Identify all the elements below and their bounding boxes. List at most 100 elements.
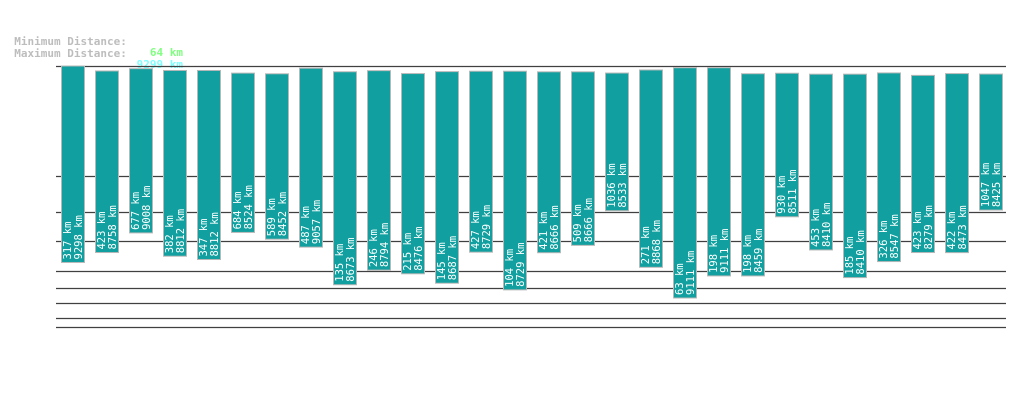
bar: [537, 71, 561, 254]
bar-group: 421 km 8666 km: [537, 71, 561, 254]
max-label: 8410 km: [821, 203, 833, 247]
bar-group: 135 km 8673 km: [333, 71, 357, 286]
bar-group: 63 km 9111 km: [673, 67, 697, 299]
max-label: 8476 km: [413, 227, 425, 271]
bar-group: 145 km 8687 km: [435, 71, 459, 284]
min-label: 145 km: [436, 242, 448, 280]
bar: [367, 70, 391, 271]
max-distance-row: Maximum Distance: 9299 km: [1, 37, 183, 70]
max-label: 8410 km: [855, 230, 867, 274]
bar-group: 1047 km 8425 km: [979, 73, 1003, 211]
bar: [469, 70, 493, 253]
min-label: 198 km: [742, 235, 754, 273]
bar: [775, 72, 799, 218]
bar: [61, 65, 85, 263]
min-label: 1036 km: [606, 163, 618, 207]
min-label: 930 km: [776, 176, 788, 214]
bar-group: 422 km 8473 km: [945, 73, 969, 254]
max-label: 8729 km: [515, 243, 527, 287]
min-label: 427 km: [470, 211, 482, 249]
bar: [95, 70, 119, 254]
bar: [843, 73, 867, 279]
max-label: 9111 km: [685, 251, 697, 295]
bar: [163, 69, 187, 257]
max-distance-value: 9299 km: [136, 58, 183, 71]
bar-group: 198 km 8459 km: [741, 73, 765, 277]
bar: [707, 67, 731, 277]
min-label: 677 km: [130, 192, 142, 230]
bar-group: 487 km 9057 km: [299, 67, 323, 248]
max-label: 9057 km: [311, 200, 323, 244]
bar: [673, 67, 697, 299]
bar: [231, 72, 255, 233]
max-label: 8812 km: [175, 209, 187, 253]
bar: [435, 71, 459, 284]
bar-group: 271 km 8868 km: [639, 69, 663, 268]
min-label: 453 km: [810, 209, 822, 247]
max-label: 8666 km: [549, 205, 561, 249]
max-label: 9111 km: [719, 229, 731, 273]
bar: [877, 72, 901, 263]
bar: [809, 73, 833, 251]
min-label: 317 km: [62, 222, 74, 260]
max-label: 8868 km: [651, 220, 663, 264]
max-label: 8794 km: [379, 223, 391, 267]
min-label: 423 km: [912, 212, 924, 250]
bar-group: 198 km 9111 km: [707, 67, 731, 277]
max-label: 8729 km: [481, 205, 493, 249]
bar: [197, 69, 221, 261]
min-label: 271 km: [640, 226, 652, 264]
max-label: 8533 km: [617, 163, 629, 207]
bar-group: 185 km 8410 km: [843, 73, 867, 279]
max-label: 8459 km: [753, 229, 765, 273]
min-label: 422 km: [946, 212, 958, 250]
bar: [605, 72, 629, 212]
bar: [401, 73, 425, 275]
min-label: 487 km: [300, 206, 312, 244]
bar: [503, 70, 527, 291]
bar: [333, 71, 357, 286]
min-label: 421 km: [538, 212, 550, 250]
min-distance-label: Minimum Distance:: [14, 35, 127, 48]
min-label: 63 km: [674, 263, 686, 295]
min-distance-row: Minimum Distance: 64 km: [1, 25, 183, 58]
min-label: 684 km: [232, 191, 244, 229]
min-label: 326 km: [878, 221, 890, 259]
min-label: 135 km: [334, 244, 346, 282]
bar: [945, 73, 969, 254]
min-label: 382 km: [164, 215, 176, 253]
bar: [571, 71, 595, 246]
max-label: 8425 km: [991, 163, 1003, 207]
bar-group: 104 km 8729 km: [503, 70, 527, 291]
bar-group: 453 km 8410 km: [809, 73, 833, 251]
bar-group: 423 km 8279 km: [911, 74, 935, 254]
bar-group: 423 km 8758 km: [95, 70, 119, 254]
bar: [979, 73, 1003, 211]
bar-group: 684 km 8524 km: [231, 72, 255, 233]
max-label: 8666 km: [583, 198, 595, 242]
max-label: 8673 km: [345, 237, 357, 281]
min-label: 185 km: [844, 237, 856, 275]
bar-group: 215 km 8476 km: [401, 73, 425, 275]
max-label: 8687 km: [447, 236, 459, 280]
min-label: 198 km: [708, 235, 720, 273]
bar-group: 427 km 8729 km: [469, 70, 493, 253]
max-label: 8279 km: [923, 205, 935, 249]
bar: [639, 69, 663, 268]
min-label: 215 km: [402, 233, 414, 271]
max-label: 9298 km: [73, 215, 85, 259]
max-label: 8758 km: [107, 205, 119, 249]
min-distance-value: 64 km: [149, 46, 183, 59]
min-label: 1047 km: [980, 163, 992, 207]
bar-group: 930 km 8511 km: [775, 72, 799, 218]
bar-group: 589 km 8452 km: [265, 73, 289, 240]
bar-group: 677 km 9008 km: [129, 68, 153, 234]
min-label: 104 km: [504, 249, 516, 287]
bar: [265, 73, 289, 240]
bar-group: 347 km 8812 km: [197, 69, 221, 261]
min-label: 509 km: [572, 204, 584, 242]
bar-group: 509 km 8666 km: [571, 71, 595, 246]
bar-group: 326 km 8547 km: [877, 72, 901, 263]
bar-group: 317 km 9298 km: [61, 65, 85, 263]
